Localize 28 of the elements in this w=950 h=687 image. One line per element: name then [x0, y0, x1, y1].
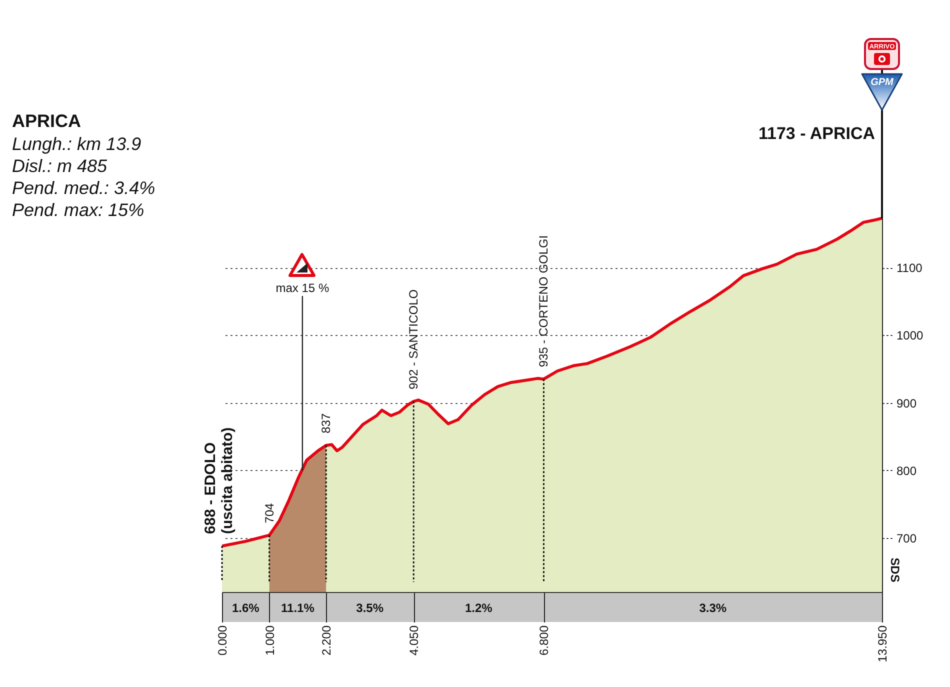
chart-subtitle: Lungh.: km 13.9 Disl.: m 485 Pend. med.: 3.4% Pend. max: 15%: [12, 133, 156, 221]
text: APRICA: [12, 110, 82, 133]
y-tick-label: 800: [896, 464, 917, 478]
text: 3.3%: [699, 601, 727, 615]
text: 11.1%: [281, 601, 315, 615]
text: 3.5%: [356, 601, 384, 615]
text: SDS: [888, 558, 902, 582]
text: 1.2%: [464, 601, 493, 615]
text: 1.6%: [232, 601, 260, 615]
y-tick-label: 1000: [896, 328, 924, 343]
x-tick-label: 13.950: [876, 625, 890, 662]
x-tick-label: 6.800: [537, 625, 552, 656]
x-tick-label: 4.050: [407, 625, 422, 656]
annotation: GPM: [870, 77, 894, 88]
annotation: 935 - CORTENO GOLGI: [536, 235, 551, 368]
annotation: 704: [262, 502, 276, 524]
x-tick-label: 1.000: [262, 625, 277, 656]
y-tick-label: 700: [896, 531, 917, 546]
y-tick-label: 1100: [896, 261, 923, 276]
y-tick-label: 900: [896, 396, 917, 410]
x-tick-label: 2.200: [320, 625, 334, 656]
annotation: max 15 %: [276, 281, 330, 295]
annotation: 1173 - APRICA: [758, 124, 875, 143]
x-tick-label: 0.000: [216, 625, 230, 656]
annotation: 837: [319, 412, 334, 434]
annotation: 902 - SANTICOLO: [406, 289, 421, 390]
annotation: 688 - EDOLO (uscita abitato): [202, 427, 236, 534]
triangle-badge-icon: GPM: [860, 72, 904, 112]
